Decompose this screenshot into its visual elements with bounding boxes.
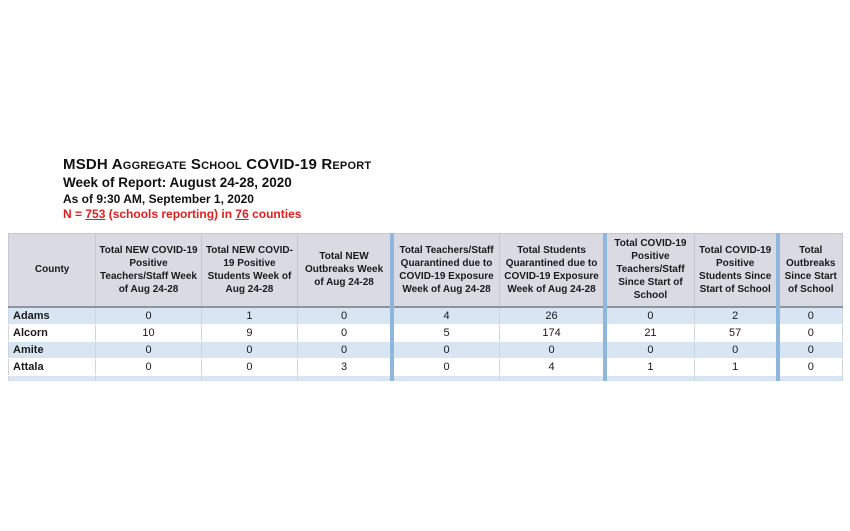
report-header: MSDH Aggregate School COVID-19 Report We…: [63, 155, 371, 222]
value-cell: 1: [200, 306, 299, 325]
value-cell: 0: [693, 341, 779, 359]
col-header-total-outbreaks: Total Outbreaks Since Start of School: [775, 233, 843, 308]
col-header-total-positive-students: Total COVID-19 Positive Students Since S…: [693, 233, 779, 308]
value-cell: 0: [775, 306, 843, 325]
value-cell: 0: [200, 341, 299, 359]
table-header: County Total NEW COVID-19 Positive Teach…: [7, 233, 843, 308]
county-cell: Alcorn: [7, 324, 97, 342]
value-cell: 0: [603, 306, 695, 325]
value-cell: 4: [389, 306, 501, 325]
value-cell: 0: [200, 358, 299, 376]
value-cell: 0: [389, 358, 501, 376]
table-row-alcorn: Alcorn 10 9 0 5 174 21 57 0: [7, 324, 843, 342]
county-cell: Amite: [7, 341, 97, 359]
table-row-amite: Amite 0 0 0 0 0 0 0 0: [7, 341, 843, 359]
value-cell: 0: [775, 358, 843, 376]
col-header-staff-quarantined: Total Teachers/Staff Quarantined due to …: [389, 233, 501, 308]
value-cell: 26: [499, 306, 606, 325]
n-schools-value: 753: [85, 207, 106, 221]
col-header-new-positive-students: Total NEW COVID-19 Positive Students Wee…: [200, 233, 299, 308]
value-cell: 3: [297, 358, 393, 376]
value-cell: 0: [297, 306, 393, 325]
value-cell: 0: [775, 324, 843, 342]
covid-report-table: County Total NEW COVID-19 Positive Teach…: [7, 233, 843, 381]
col-header-total-positive-staff: Total COVID-19 Positive Teachers/Staff S…: [603, 233, 695, 308]
value-cell: 2: [693, 306, 779, 325]
value-cell: 1: [693, 358, 779, 376]
col-header-county: County: [7, 233, 97, 308]
value-cell: 0: [499, 341, 606, 359]
n-suffix: counties: [248, 207, 302, 221]
col-header-new-positive-staff: Total NEW COVID-19 Positive Teachers/Sta…: [95, 233, 202, 308]
value-cell: 0: [297, 324, 393, 342]
col-header-new-outbreaks: Total NEW Outbreaks Week of Aug 24-28: [297, 233, 393, 308]
report-n-line: N = 753 (schools reporting) in 76 counti…: [63, 207, 371, 222]
county-cell: Attala: [7, 358, 97, 376]
n-prefix: N =: [63, 207, 86, 221]
table-row-attala: Attala 0 0 3 0 4 1 1 0: [7, 358, 843, 376]
table-row-adams: Adams 0 1 0 4 26 0 2 0: [7, 306, 843, 325]
value-cell: 10: [95, 324, 202, 342]
value-cell: 0: [389, 341, 501, 359]
county-cell: Adams: [7, 306, 97, 325]
header-row: County Total NEW COVID-19 Positive Teach…: [7, 233, 843, 308]
col-header-students-quarantined: Total Students Quarantined due to COVID-…: [499, 233, 606, 308]
value-cell: 0: [95, 358, 202, 376]
value-cell: 1: [603, 358, 695, 376]
value-cell: 9: [200, 324, 299, 342]
n-counties-value: 76: [235, 207, 249, 221]
value-cell: 0: [297, 341, 393, 359]
report-asof-line: As of 9:30 AM, September 1, 2020: [63, 192, 254, 206]
value-cell: 0: [95, 341, 202, 359]
value-cell: 174: [499, 324, 606, 342]
value-cell: 0: [95, 306, 202, 325]
table-row-clipped: [7, 375, 843, 381]
value-cell: 0: [775, 341, 843, 359]
report-week-line: Week of Report: August 24-28, 2020: [63, 175, 292, 190]
report-title: MSDH Aggregate School COVID-19 Report: [63, 156, 372, 173]
table-body: Adams 0 1 0 4 26 0 2 0 Alcorn 10 9 0 5 1…: [7, 306, 843, 381]
value-cell: 4: [499, 358, 606, 376]
value-cell: 57: [693, 324, 779, 342]
value-cell: 21: [603, 324, 695, 342]
value-cell: 5: [389, 324, 501, 342]
n-middle: (schools reporting) in: [105, 207, 236, 221]
value-cell: 0: [603, 341, 695, 359]
